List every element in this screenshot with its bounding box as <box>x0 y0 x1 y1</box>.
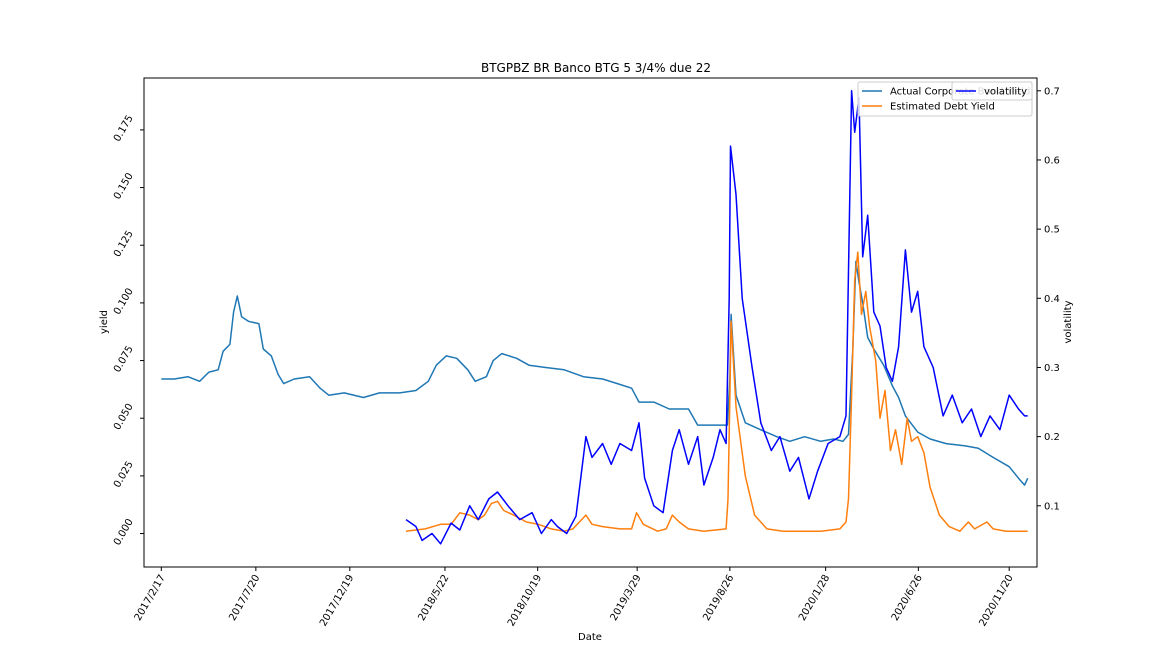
x-tick-label: 2018/5/22 <box>416 573 451 623</box>
x-tick-label: 2017/2/17 <box>133 573 168 623</box>
y2-tick-label: 0.4 <box>1044 294 1060 305</box>
y-tick-label: 0.050 <box>112 402 136 432</box>
legend-label: volatility <box>984 87 1027 98</box>
y-tick-label: 0.175 <box>112 113 136 143</box>
x-tick-label: 2020/11/20 <box>977 573 1015 628</box>
y-tick-label: 0.125 <box>112 229 136 259</box>
y-axis-left: 0.000 0.025 0.050 0.075 0.100 0.125 0.150 0.175 <box>112 113 144 547</box>
y2-axis-label: volatility <box>1063 300 1074 343</box>
x-axis: 2017/2/17 2017/7/20 2017/12/19 2018/5/22 201… <box>133 567 1016 628</box>
y-axis-right: 0.1 0.2 0.3 0.4 0.5 0.6 0.7 <box>1037 86 1060 512</box>
y2-tick-label: 0.2 <box>1044 432 1060 443</box>
legend: Actual Corporate Bond YieldEstimated Deb… <box>857 81 1033 117</box>
y-tick-label: 0.075 <box>112 344 136 374</box>
y-tick-label: 0.025 <box>112 459 136 489</box>
x-tick-label: 2020/6/26 <box>890 573 925 623</box>
series-line-1 <box>405 251 1028 532</box>
y-tick-label: 0.150 <box>112 171 136 201</box>
x-tick-label: 2017/12/19 <box>318 573 356 628</box>
plot-frame <box>143 77 1038 568</box>
legend-label: Estimated Debt Yield <box>890 102 995 113</box>
x-tick-label: 2019/8/26 <box>701 573 736 623</box>
y2-tick-label: 0.6 <box>1044 155 1060 166</box>
x-tick-label: 2019/3/29 <box>609 573 644 623</box>
y2-tick-label: 0.5 <box>1044 225 1060 236</box>
x-axis-label: Date <box>578 632 602 643</box>
y2-tick-label: 0.1 <box>1044 501 1060 512</box>
y2-tick-label: 0.3 <box>1044 363 1060 374</box>
y-tick-label: 0.100 <box>112 286 136 316</box>
x-tick-label: 2017/7/20 <box>227 573 262 623</box>
y-axis-label: yield <box>99 310 110 334</box>
y-tick-label: 0.000 <box>112 517 136 547</box>
chart-title: BTGPBZ BR Banco BTG 5 3/4% due 22 <box>481 61 711 75</box>
x-tick-label: 2018/10/19 <box>506 573 544 628</box>
series-line-2 <box>405 90 1028 545</box>
y2-tick-label: 0.7 <box>1044 86 1060 97</box>
x-tick-label: 2020/1/28 <box>797 573 832 623</box>
plot-area <box>161 90 1029 545</box>
series-line-0 <box>161 260 1029 486</box>
legend-box-right <box>951 81 1033 101</box>
